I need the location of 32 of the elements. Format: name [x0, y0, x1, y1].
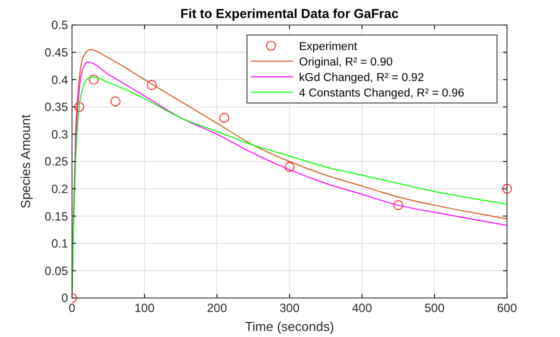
x-tick-label: 300 [279, 301, 300, 315]
y-tick-label: 0.15 [44, 209, 68, 224]
y-tick-label: 0.5 [51, 18, 68, 32]
legend-label: kGd Changed, R² = 0.92 [299, 72, 424, 84]
x-axis-title: Time (seconds) [244, 319, 334, 334]
point [502, 184, 512, 194]
point [88, 74, 99, 84]
point [74, 102, 84, 112]
point [393, 200, 404, 210]
y-tick-label: 0.05 [44, 264, 68, 278]
y-tick-label: 0.2 [51, 182, 68, 196]
legend-label: 4 Constants Changed, R² = 0.96 [299, 87, 464, 100]
y-tick-label: 0 [61, 291, 68, 306]
y-tick-label: 0.45 [44, 46, 68, 60]
chart-title: Fit to Experimental Data for GaFrac [180, 6, 399, 21]
y-tick-label: 0.1 [51, 236, 68, 251]
legend-label: Experiment [299, 40, 358, 53]
y-tick-label: 0.3 [51, 127, 68, 142]
point [146, 80, 157, 90]
y-tick-label: 0.4 [51, 72, 68, 87]
point [219, 112, 230, 123]
x-tick-label: 400 [352, 301, 372, 315]
point [284, 162, 294, 172]
y-tick-label: 0.35 [44, 100, 68, 114]
x-tick-label: 200 [206, 301, 228, 315]
x-tick-label: 100 [134, 301, 155, 315]
x-tick-label: 600 [496, 301, 518, 315]
x-tick-label: 500 [424, 301, 445, 315]
y-tick-label: 0.25 [44, 154, 68, 169]
legend-label: Original, R² = 0.90 [299, 56, 393, 68]
y-axis-title: Species Amount [18, 114, 33, 208]
point [110, 96, 120, 106]
